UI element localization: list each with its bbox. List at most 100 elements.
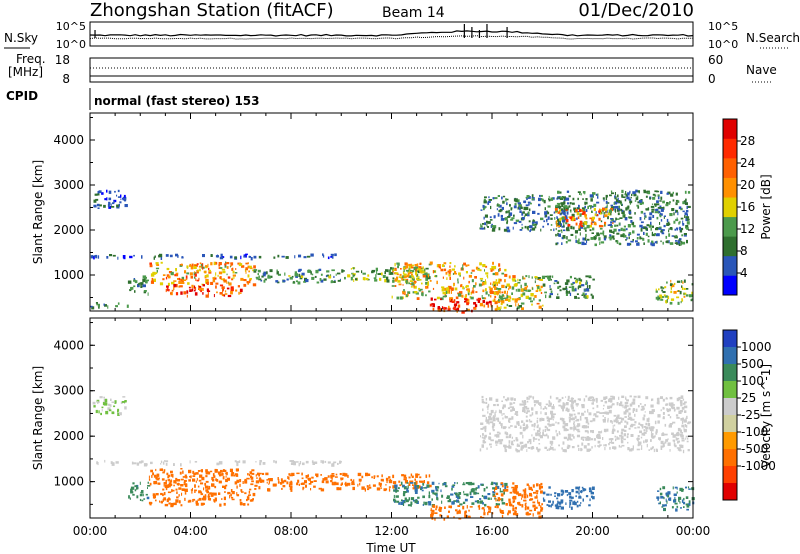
data-cell xyxy=(425,474,428,478)
data-cell xyxy=(658,502,661,505)
data-cell xyxy=(556,296,560,299)
data-cell xyxy=(147,485,151,487)
data-cell xyxy=(602,232,605,236)
data-cell xyxy=(290,483,293,486)
data-cell xyxy=(675,414,679,417)
data-cell xyxy=(486,420,490,424)
velocity-colorbar-cell xyxy=(723,330,737,348)
data-cell xyxy=(496,403,499,407)
data-cell xyxy=(557,286,560,289)
data-cell xyxy=(668,203,671,205)
data-cell xyxy=(471,488,475,492)
data-cell xyxy=(618,222,621,226)
data-cell xyxy=(483,216,485,220)
data-cell xyxy=(673,282,676,285)
data-cell xyxy=(668,223,671,225)
data-cell xyxy=(208,269,211,273)
data-cell xyxy=(578,277,581,281)
data-cell xyxy=(465,271,468,274)
data-cell xyxy=(520,446,522,450)
data-cell xyxy=(583,242,587,245)
data-cell xyxy=(251,480,254,483)
data-cell xyxy=(667,191,671,195)
data-cell xyxy=(632,191,636,195)
power-x-ticks xyxy=(89,113,694,311)
data-cell xyxy=(602,230,605,233)
data-cell xyxy=(199,287,203,291)
data-cell xyxy=(648,449,650,451)
data-cell xyxy=(123,194,126,198)
data-cell xyxy=(365,472,369,477)
velocity-colorbar-cell xyxy=(723,364,737,382)
data-cell xyxy=(143,463,148,467)
data-cell xyxy=(243,255,246,258)
data-cell xyxy=(496,417,500,421)
data-cell xyxy=(528,220,531,223)
data-cell xyxy=(661,296,664,298)
data-cell xyxy=(643,231,645,235)
data-cell xyxy=(646,429,648,432)
data-cell xyxy=(428,474,431,478)
data-cell xyxy=(567,444,571,448)
data-cell xyxy=(584,436,587,439)
data-cell xyxy=(686,504,690,508)
data-cell xyxy=(611,219,613,221)
data-cell xyxy=(577,423,581,427)
data-cell xyxy=(554,280,558,282)
data-cell xyxy=(569,413,571,416)
data-cell xyxy=(131,461,134,465)
data-cell xyxy=(397,280,401,283)
data-cell xyxy=(649,197,651,200)
data-cell xyxy=(492,423,496,427)
data-cell xyxy=(281,480,285,484)
data-cell xyxy=(498,298,500,302)
data-cell xyxy=(458,272,461,276)
data-cell xyxy=(298,254,302,258)
data-cell xyxy=(392,267,395,271)
data-cell xyxy=(678,410,682,414)
data-cell xyxy=(401,499,403,502)
data-cell xyxy=(364,278,366,281)
data-cell xyxy=(637,205,640,209)
data-cell xyxy=(443,268,447,272)
data-cell xyxy=(495,498,497,502)
data-cell xyxy=(639,217,642,221)
data-cell xyxy=(100,412,102,416)
data-cell xyxy=(381,474,383,478)
data-region xyxy=(391,261,508,301)
cpid-label: CPID xyxy=(6,89,38,103)
data-cell xyxy=(534,403,536,406)
data-cell xyxy=(516,297,520,301)
data-cell xyxy=(237,285,240,288)
data-cell xyxy=(502,195,506,198)
data-cell xyxy=(680,217,684,220)
data-cell xyxy=(494,272,499,276)
data-cell xyxy=(259,480,262,483)
data-cell xyxy=(573,426,575,430)
data-cell xyxy=(500,510,504,514)
data-cell xyxy=(602,197,605,200)
data-cell xyxy=(454,287,458,291)
data-cell xyxy=(555,421,557,424)
data-cell xyxy=(218,471,221,474)
data-cell xyxy=(105,410,109,415)
data-cell xyxy=(401,296,404,300)
data-cell xyxy=(493,284,496,288)
data-cell xyxy=(200,493,204,496)
data-cell xyxy=(540,482,543,486)
data-cell xyxy=(540,485,543,489)
data-cell xyxy=(677,433,680,436)
data-cell xyxy=(454,265,456,268)
data-cell xyxy=(331,476,333,480)
data-cell xyxy=(222,288,224,292)
data-cell xyxy=(560,223,563,226)
data-cell xyxy=(258,478,262,482)
data-cell xyxy=(482,206,485,211)
data-cell xyxy=(524,503,527,507)
data-cell xyxy=(531,424,534,427)
data-cell xyxy=(534,280,536,284)
data-cell xyxy=(567,436,570,440)
velocity-colorbar-cell xyxy=(723,347,737,365)
data-cell xyxy=(408,263,411,267)
data-cell xyxy=(557,196,559,199)
